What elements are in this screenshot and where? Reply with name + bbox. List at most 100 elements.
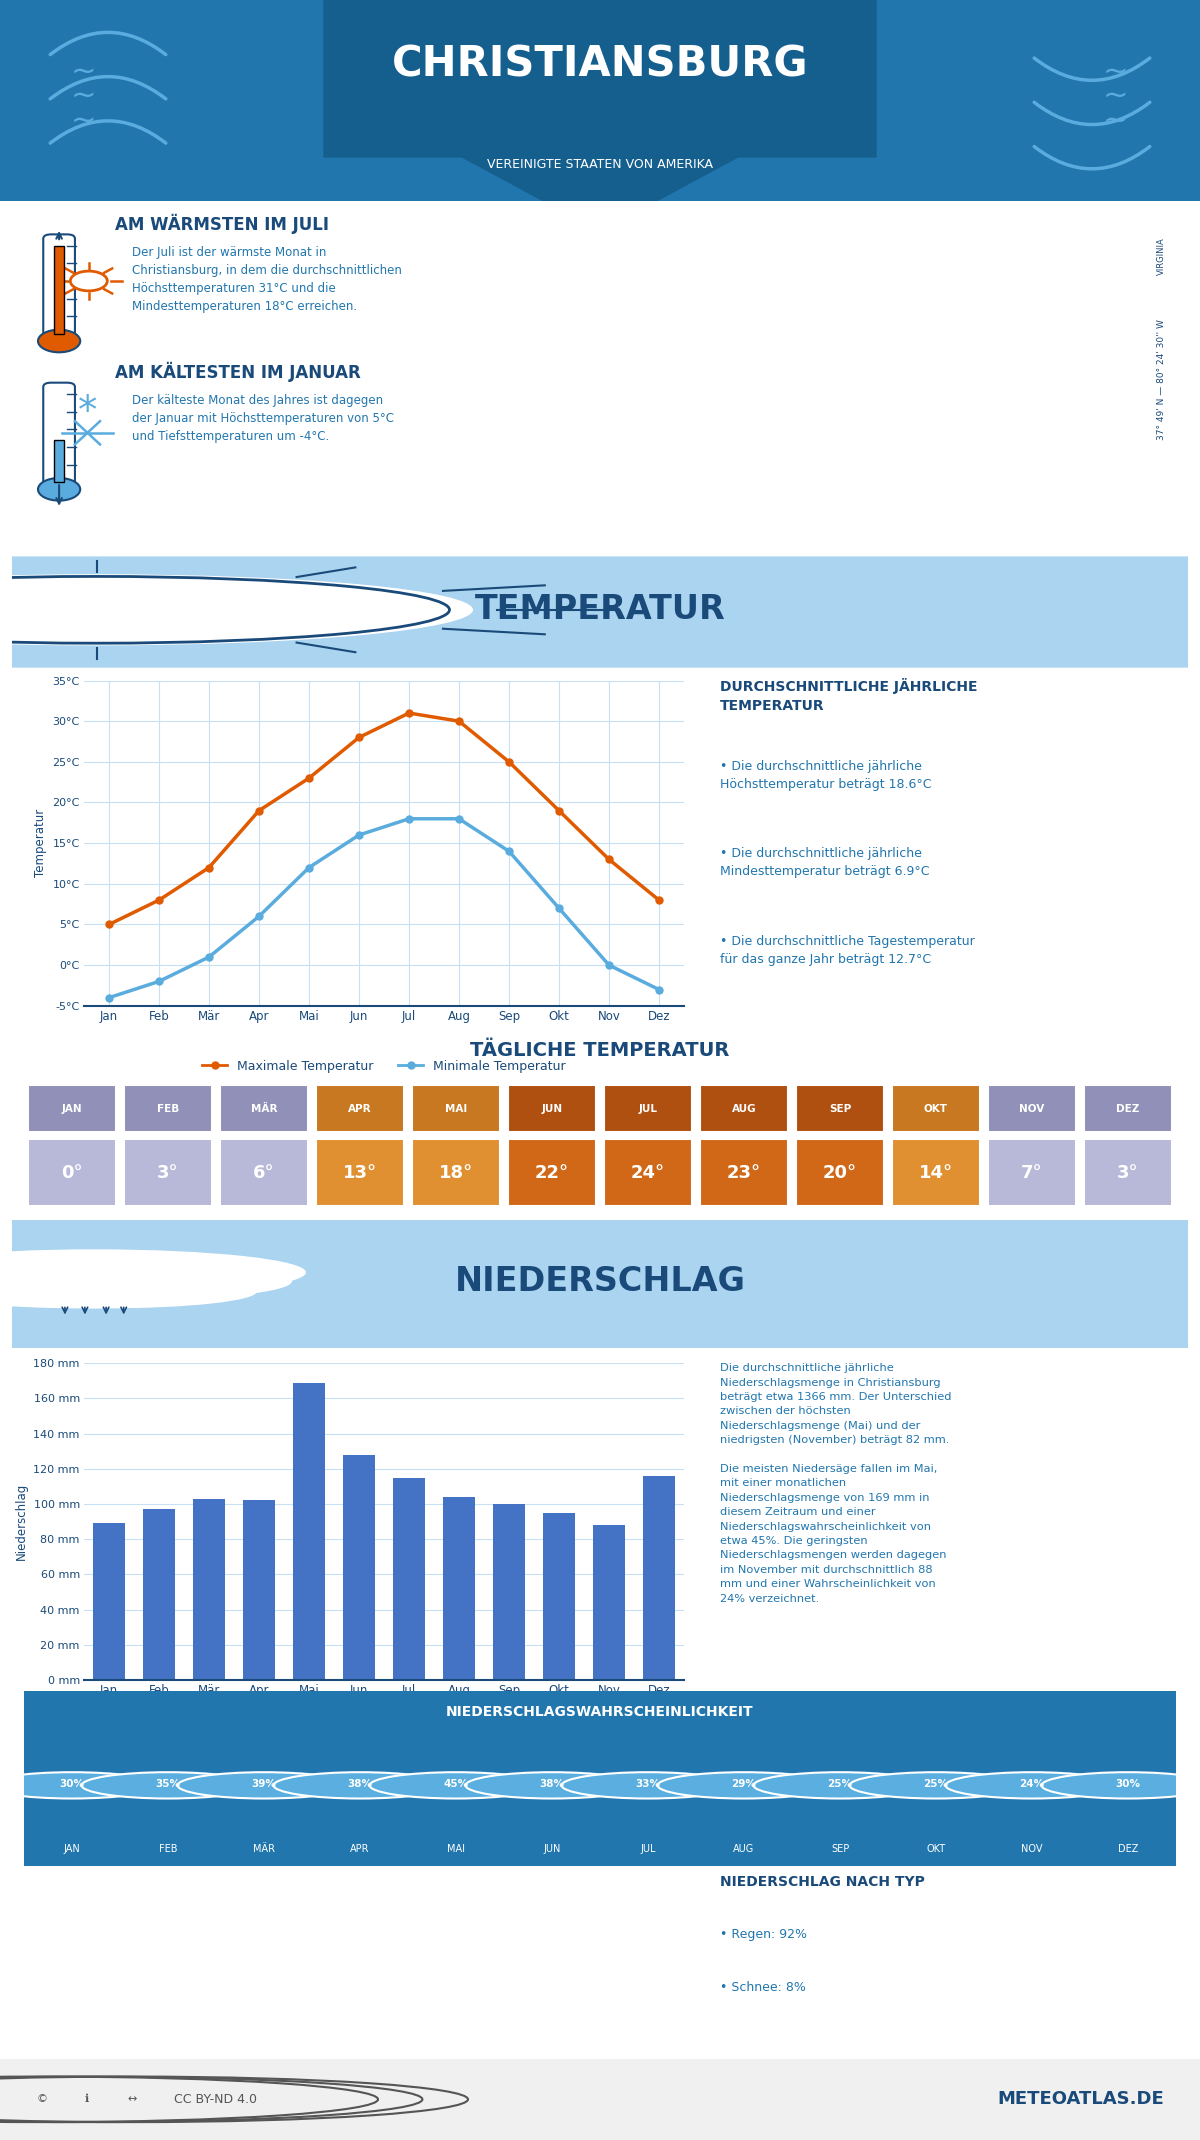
FancyBboxPatch shape [412, 1085, 500, 1132]
FancyBboxPatch shape [1084, 1085, 1172, 1132]
Text: NIEDERSCHLAG: NIEDERSCHLAG [455, 1265, 745, 1299]
Text: DURCHSCHNITTLICHE JÄHRLICHE
TEMPERATUR: DURCHSCHNITTLICHE JÄHRLICHE TEMPERATUR [720, 678, 978, 713]
FancyBboxPatch shape [0, 556, 1200, 668]
Text: • Die durchschnittliche jährliche
Höchsttemperatur beträgt 18.6°C: • Die durchschnittliche jährliche Höchst… [720, 760, 931, 790]
Text: NOV: NOV [1021, 1843, 1043, 1853]
FancyBboxPatch shape [412, 1138, 500, 1207]
Text: 3°: 3° [157, 1164, 179, 1181]
Bar [343, 1455, 376, 1680]
Text: 25%: 25% [924, 1778, 948, 1789]
Bar [293, 1382, 325, 1680]
FancyBboxPatch shape [892, 1085, 980, 1132]
Text: CHRISTIANSBURG: CHRISTIANSBURG [391, 43, 809, 86]
Text: NIEDERSCHLAG NACH TYP: NIEDERSCHLAG NACH TYP [720, 1875, 925, 1890]
Text: MÄR: MÄR [251, 1104, 277, 1113]
Text: • Die durchschnittliche Tagestemperatur
für das ganze Jahr beträgt 12.7°C: • Die durchschnittliche Tagestemperatur … [720, 935, 974, 967]
Circle shape [38, 330, 80, 353]
Text: 14°: 14° [919, 1164, 953, 1181]
FancyBboxPatch shape [220, 1085, 308, 1132]
Circle shape [0, 1275, 238, 1308]
Text: TEMPERATUR: TEMPERATUR [475, 593, 725, 627]
Text: 7°: 7° [1021, 1164, 1043, 1181]
Text: SEP: SEP [829, 1104, 851, 1113]
Circle shape [0, 576, 450, 644]
Text: JUL: JUL [638, 1104, 658, 1113]
Legend: Niederschlagssumme: Niederschlagssumme [294, 1714, 474, 1738]
Text: 24°: 24° [631, 1164, 665, 1181]
Circle shape [562, 1772, 734, 1798]
FancyBboxPatch shape [12, 1688, 1188, 1868]
Legend: Maximale Temperatur, Minimale Temperatur: Maximale Temperatur, Minimale Temperatur [197, 1055, 571, 1079]
Text: Die durchschnittliche jährliche
Niederschlagsmenge in Christiansburg
beträgt etw: Die durchschnittliche jährliche Niedersc… [720, 1363, 952, 1603]
FancyBboxPatch shape [796, 1085, 884, 1132]
Text: JUL: JUL [641, 1843, 655, 1853]
FancyBboxPatch shape [54, 246, 64, 334]
Circle shape [0, 1275, 257, 1308]
Text: 30%: 30% [60, 1778, 84, 1789]
Bar [643, 1477, 676, 1680]
Text: 13°: 13° [343, 1164, 377, 1181]
FancyBboxPatch shape [1084, 1138, 1172, 1207]
Text: MÄR: MÄR [253, 1843, 275, 1853]
Text: 6°: 6° [253, 1164, 275, 1181]
Circle shape [0, 1263, 250, 1301]
Text: DEZ: DEZ [1118, 1843, 1138, 1853]
Text: FEB: FEB [157, 1104, 179, 1113]
Y-axis label: Temperatur: Temperatur [34, 809, 47, 877]
Text: ~
~
~: ~ ~ ~ [71, 58, 97, 135]
Text: 45%: 45% [444, 1778, 468, 1789]
FancyBboxPatch shape [43, 383, 74, 490]
Text: APR: APR [350, 1843, 370, 1853]
Circle shape [0, 574, 473, 646]
Text: Der Juli ist der wärmste Monat in
Christiansburg, in dem die durchschnittlichen
: Der Juli ist der wärmste Monat in Christ… [132, 246, 402, 312]
FancyBboxPatch shape [124, 1085, 212, 1132]
Circle shape [82, 1772, 254, 1798]
Circle shape [850, 1772, 1022, 1798]
FancyBboxPatch shape [796, 1138, 884, 1207]
Circle shape [946, 1772, 1118, 1798]
Circle shape [0, 1250, 306, 1295]
Bar [443, 1496, 475, 1680]
Circle shape [178, 1772, 350, 1798]
Circle shape [754, 1772, 926, 1798]
Circle shape [1042, 1772, 1200, 1798]
FancyBboxPatch shape [988, 1085, 1076, 1132]
Text: 30%: 30% [1116, 1778, 1140, 1789]
Circle shape [71, 272, 107, 291]
Text: 37° 49' N — 80° 24' 30'' W: 37° 49' N — 80° 24' 30'' W [1157, 319, 1165, 441]
Text: 38%: 38% [348, 1778, 372, 1789]
Text: CC BY-ND 4.0: CC BY-ND 4.0 [174, 2093, 258, 2106]
Text: 3°: 3° [1117, 1164, 1139, 1181]
Circle shape [0, 1772, 158, 1798]
Text: JAN: JAN [64, 1843, 80, 1853]
Circle shape [658, 1772, 830, 1798]
Text: Der kälteste Monat des Jahres ist dagegen
der Januar mit Höchsttemperaturen von : Der kälteste Monat des Jahres ist dagege… [132, 394, 394, 443]
Text: SEP: SEP [830, 1843, 850, 1853]
Text: JUN: JUN [544, 1843, 560, 1853]
Text: NIEDERSCHLAGSWAHRSCHEINLICHKEIT: NIEDERSCHLAGSWAHRSCHEINLICHKEIT [446, 1706, 754, 1718]
Text: JUN: JUN [541, 1104, 563, 1113]
Text: MAI: MAI [445, 1104, 467, 1113]
FancyBboxPatch shape [988, 1138, 1076, 1207]
Text: FEB: FEB [158, 1843, 178, 1853]
Text: *: * [78, 392, 97, 430]
FancyBboxPatch shape [892, 1138, 980, 1207]
Text: AUG: AUG [733, 1843, 755, 1853]
Circle shape [38, 477, 80, 501]
Bar [493, 1504, 526, 1680]
Text: METEOATLAS.DE: METEOATLAS.DE [997, 2091, 1164, 2108]
Text: 25%: 25% [828, 1778, 852, 1789]
FancyBboxPatch shape [220, 1138, 308, 1207]
Bar [542, 1513, 575, 1680]
Text: 20°: 20° [823, 1164, 857, 1181]
Text: 35%: 35% [156, 1778, 180, 1789]
FancyBboxPatch shape [0, 0, 1200, 201]
Text: 39%: 39% [252, 1778, 276, 1789]
FancyBboxPatch shape [54, 441, 64, 482]
Text: • Die durchschnittliche jährliche
Mindesttemperatur beträgt 6.9°C: • Die durchschnittliche jährliche Mindes… [720, 847, 930, 877]
FancyBboxPatch shape [604, 1085, 692, 1132]
Text: VIRGINIA: VIRGINIA [1157, 238, 1165, 276]
Text: ℹ: ℹ [84, 2095, 89, 2104]
Text: TÄGLICHE TEMPERATUR: TÄGLICHE TEMPERATUR [470, 1042, 730, 1059]
FancyBboxPatch shape [316, 1085, 404, 1132]
